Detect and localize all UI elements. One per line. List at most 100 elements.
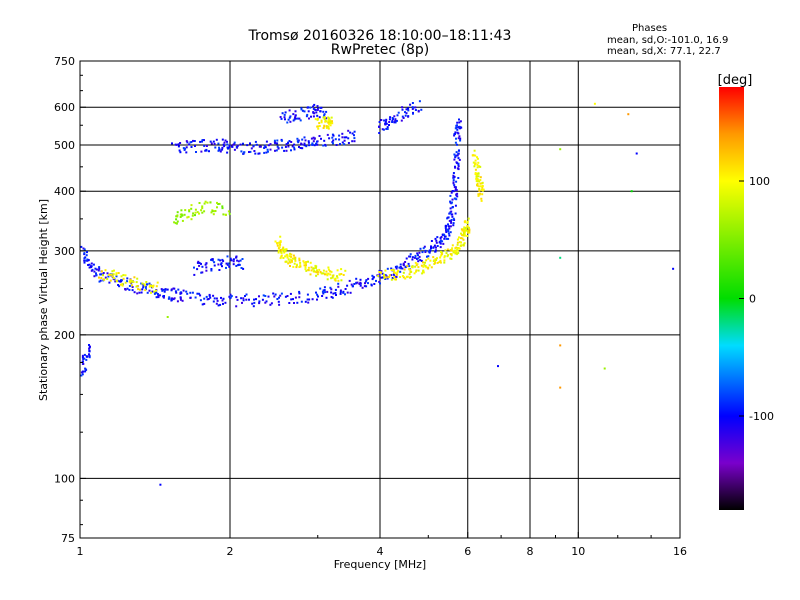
- data-point: [213, 297, 216, 300]
- data-point: [378, 273, 381, 276]
- data-point: [401, 267, 404, 270]
- data-point: [456, 124, 458, 127]
- data-point: [137, 288, 139, 291]
- data-point: [180, 292, 183, 295]
- data-point: [185, 146, 188, 149]
- data-point: [295, 266, 298, 269]
- data-point: [155, 291, 158, 294]
- data-point: [456, 243, 459, 246]
- data-point: [220, 263, 222, 266]
- data-point: [477, 193, 480, 196]
- data-point: [440, 236, 443, 238]
- data-point: [340, 268, 343, 271]
- data-point: [294, 296, 297, 299]
- data-point: [461, 234, 464, 237]
- data-point: [223, 141, 226, 144]
- data-point: [192, 212, 195, 215]
- data-point: [240, 150, 243, 153]
- data-point: [335, 144, 338, 146]
- data-point: [226, 140, 228, 143]
- data-point: [443, 259, 446, 262]
- data-point: [176, 220, 179, 223]
- data-point: [229, 257, 232, 260]
- data-point: [171, 142, 173, 145]
- data-point: [113, 269, 115, 272]
- data-point: [312, 107, 315, 110]
- data-point: [453, 184, 456, 187]
- data-point: [211, 210, 214, 213]
- data-point: [445, 252, 448, 255]
- data-point: [399, 267, 402, 270]
- data-point: [476, 182, 479, 185]
- data-point: [257, 152, 260, 155]
- data-point: [102, 278, 105, 281]
- data-point: [392, 273, 395, 276]
- data-point: [143, 283, 146, 286]
- data-point: [142, 284, 145, 287]
- data-point: [402, 271, 405, 274]
- data-point: [203, 302, 206, 305]
- data-point: [265, 140, 268, 143]
- data-point: [326, 274, 329, 277]
- data-point: [476, 157, 479, 160]
- data-point: [219, 150, 222, 153]
- data-point: [93, 275, 96, 278]
- data-point: [429, 259, 432, 262]
- data-point: [319, 270, 322, 273]
- data-point: [348, 279, 351, 282]
- data-point: [318, 268, 321, 271]
- data-point: [331, 276, 334, 279]
- data-point: [111, 275, 114, 278]
- data-point: [120, 279, 123, 282]
- data-point: [281, 146, 284, 149]
- data-point: [392, 118, 394, 120]
- data-point: [455, 252, 458, 254]
- data-point: [258, 300, 261, 303]
- data-point: [338, 134, 341, 137]
- data-point: [287, 142, 289, 145]
- data-point: [126, 287, 129, 290]
- data-point: [220, 296, 222, 299]
- data-point: [203, 297, 206, 300]
- data-point: [444, 225, 447, 228]
- data-point: [351, 140, 354, 143]
- data-point: [301, 109, 304, 112]
- data-point: [302, 260, 305, 263]
- data-point: [277, 251, 280, 254]
- data-point: [201, 265, 204, 268]
- data-point: [209, 296, 212, 299]
- data-point: [194, 296, 197, 299]
- data-point: [347, 129, 350, 132]
- data-point: [342, 291, 345, 294]
- data-point: [148, 289, 151, 292]
- data-point: [160, 288, 163, 291]
- data-point: [396, 271, 399, 274]
- data-point: [330, 296, 333, 298]
- data-point: [449, 194, 452, 197]
- data-point: [457, 132, 460, 135]
- data-point: [135, 285, 138, 288]
- data-point: [288, 116, 291, 119]
- data-point: [204, 263, 207, 266]
- data-point: [455, 180, 458, 183]
- data-point: [309, 106, 312, 109]
- data-point: [559, 256, 562, 259]
- data-point: [212, 140, 215, 143]
- data-point: [421, 251, 424, 254]
- data-point: [408, 265, 411, 268]
- data-point: [320, 119, 323, 122]
- data-point: [400, 119, 403, 122]
- data-point: [453, 153, 456, 156]
- data-point: [311, 298, 314, 301]
- data-point: [466, 229, 469, 232]
- data-point: [214, 146, 217, 149]
- data-point: [272, 292, 275, 295]
- chart-subtitle: RwPretec (8p): [331, 42, 429, 58]
- data-point: [401, 115, 404, 118]
- data-point: [287, 262, 290, 265]
- data-point: [390, 278, 393, 281]
- data-point: [216, 206, 218, 209]
- data-point: [81, 354, 84, 357]
- data-point: [92, 263, 95, 266]
- data-point: [424, 249, 427, 252]
